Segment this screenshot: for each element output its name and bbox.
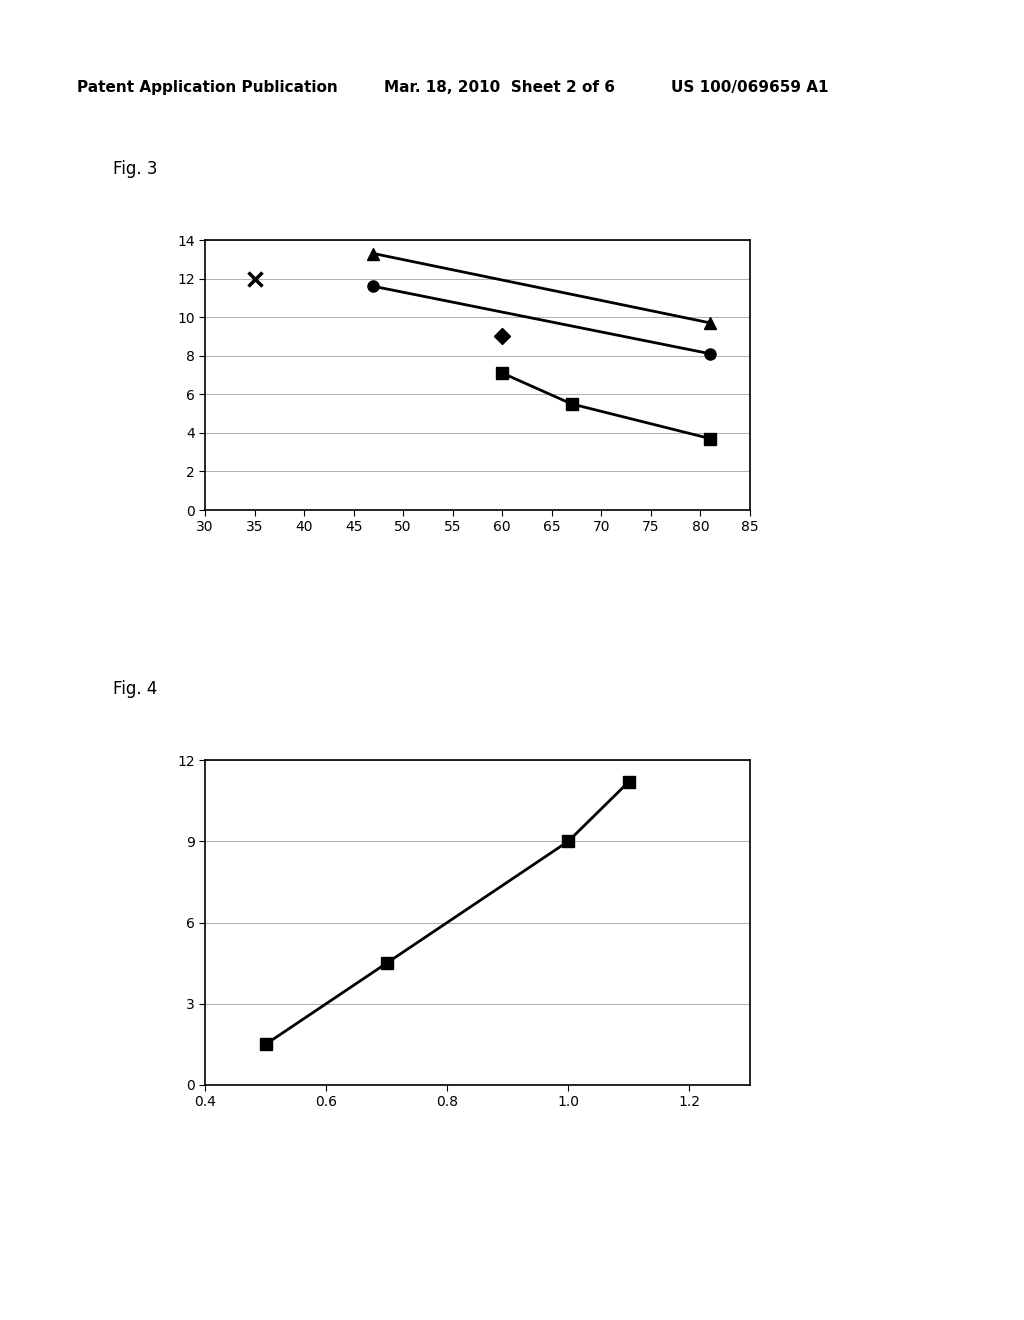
Text: Fig. 3: Fig. 3	[113, 160, 157, 178]
Text: Mar. 18, 2010  Sheet 2 of 6: Mar. 18, 2010 Sheet 2 of 6	[384, 81, 615, 95]
Text: US 100/069659 A1: US 100/069659 A1	[671, 81, 828, 95]
Text: Patent Application Publication: Patent Application Publication	[77, 81, 338, 95]
Text: Fig. 4: Fig. 4	[113, 680, 157, 698]
